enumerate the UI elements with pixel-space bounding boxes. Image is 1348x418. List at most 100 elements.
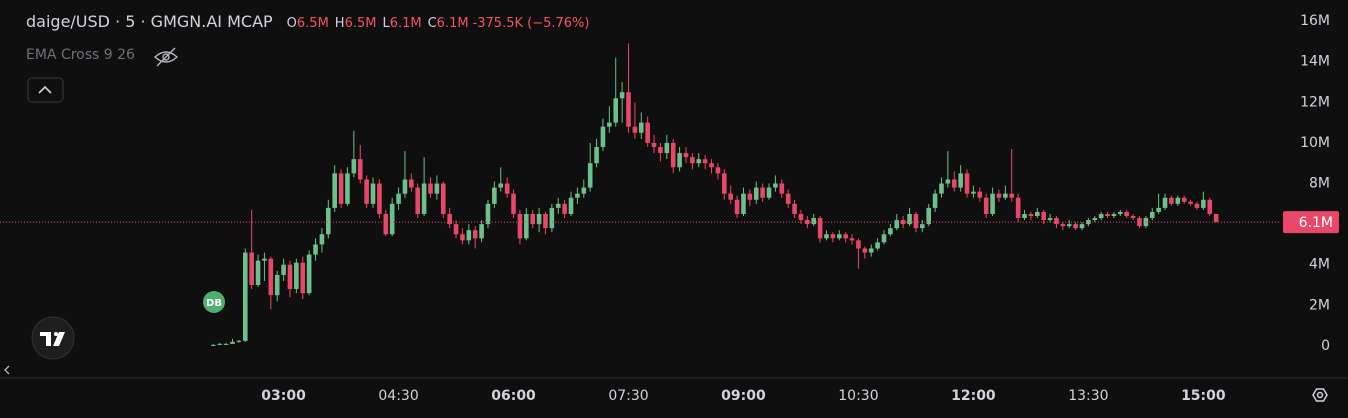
candle-body xyxy=(983,197,989,214)
candle-body xyxy=(364,179,369,204)
candle-body xyxy=(894,220,900,229)
candle-body xyxy=(428,183,433,194)
candle-body xyxy=(651,142,657,147)
x-tick-label: 15:00 xyxy=(1181,388,1226,404)
candle-body xyxy=(741,193,746,214)
event-marker[interactable] xyxy=(203,291,225,313)
candle-body xyxy=(785,193,791,204)
candle-body xyxy=(453,224,459,235)
candle-body xyxy=(702,159,708,164)
ohlc-value: 6.1M xyxy=(389,16,422,31)
candle-body xyxy=(1188,201,1193,204)
ohlc-key: C xyxy=(427,16,437,31)
candle-body xyxy=(587,163,593,188)
ohlc-legend: O 6.5M H 6.5M L 6.1M C 6.1M xyxy=(285,16,473,31)
candle-body xyxy=(773,183,778,188)
change: -375.5K (−5.76%) xyxy=(472,16,590,31)
candle-body xyxy=(1073,224,1078,229)
candle-body xyxy=(1009,193,1015,198)
candle-body xyxy=(709,163,714,168)
candle-body xyxy=(332,173,337,208)
header: daige/USD · 5 · GMGN.AI MCAP O 6.5M H 6.5M L… xyxy=(26,12,593,31)
collapse-button[interactable] xyxy=(27,77,64,103)
scroll-left[interactable] xyxy=(4,365,10,375)
plot-area: 02M4M6M8M10M12M14M16M03:0004:3006:0007:3… xyxy=(211,13,1330,404)
ohlc-value: 6.1M xyxy=(436,16,469,31)
visibility-toggle[interactable] xyxy=(153,47,179,67)
candle-body xyxy=(313,244,318,255)
candle-body xyxy=(460,234,465,241)
y-tick-label: 16M xyxy=(1300,13,1330,29)
candle-body xyxy=(875,242,880,249)
candle-body xyxy=(504,183,510,194)
x-tick-label: 06:00 xyxy=(491,388,536,404)
candle-body xyxy=(971,191,976,194)
candle-body xyxy=(1207,199,1213,214)
candle-body xyxy=(945,179,951,184)
candle-body xyxy=(1086,220,1091,225)
x-tick-label: 13:30 xyxy=(1068,388,1108,404)
candle-body xyxy=(319,234,325,245)
candle-body xyxy=(1105,213,1110,216)
candle-body xyxy=(1137,218,1142,227)
candle-body xyxy=(543,213,548,229)
candle-body xyxy=(383,213,389,235)
candle-body xyxy=(249,252,254,286)
candle-body xyxy=(1175,197,1181,204)
candle-body xyxy=(1034,211,1040,216)
candle-body xyxy=(492,187,497,204)
logo[interactable] xyxy=(31,316,75,360)
candle-body xyxy=(766,187,772,198)
candle-body xyxy=(626,92,631,127)
candle-body xyxy=(753,187,759,200)
indicator-label: EMA Cross 9 26 xyxy=(26,47,135,63)
candle-body xyxy=(658,146,663,154)
candle-body xyxy=(836,234,842,239)
candle-body xyxy=(690,157,695,164)
candle-body xyxy=(230,341,235,344)
candle-body xyxy=(958,173,963,188)
candle-body xyxy=(274,274,280,296)
candle-body xyxy=(996,193,1002,198)
candle-body xyxy=(236,340,242,342)
settings-button[interactable] xyxy=(1312,388,1328,402)
candle-body xyxy=(920,224,925,229)
candle-body xyxy=(683,153,689,158)
candle-body xyxy=(1143,218,1149,227)
candle-body xyxy=(760,187,765,198)
candle-body xyxy=(351,159,357,174)
symbol-title: daige/USD · 5 · GMGN.AI MCAP xyxy=(26,12,273,31)
candle-body xyxy=(402,179,408,194)
x-tick-label: 07:30 xyxy=(608,388,648,404)
last-price-box xyxy=(1283,211,1339,234)
candle-body xyxy=(338,173,344,204)
candle-body xyxy=(728,193,733,200)
x-tick-label: 03:00 xyxy=(261,388,306,404)
candle-body xyxy=(345,173,350,204)
candle-body xyxy=(600,126,606,147)
candle-body xyxy=(262,258,267,261)
candle-body xyxy=(255,260,261,286)
candle-body xyxy=(524,213,529,239)
candle-body xyxy=(530,213,535,225)
candle-body xyxy=(1003,193,1008,198)
candle-body xyxy=(1098,213,1104,219)
candle-body xyxy=(1022,213,1027,219)
logo-dot xyxy=(54,332,58,336)
logo-mark xyxy=(40,332,65,346)
candle-body xyxy=(1028,213,1034,216)
y-tick-label: 8M xyxy=(1309,176,1330,192)
candle-body xyxy=(939,183,944,194)
y-tick-label: 10M xyxy=(1300,135,1330,151)
candle-body xyxy=(1060,224,1066,227)
candle-body xyxy=(830,234,836,239)
candle-body xyxy=(734,199,740,214)
candle-body xyxy=(811,218,817,225)
candle-body xyxy=(217,343,223,345)
candle-body xyxy=(594,146,599,164)
candle-body xyxy=(389,203,395,235)
candle-body xyxy=(562,203,567,214)
candle-body xyxy=(1194,203,1200,208)
